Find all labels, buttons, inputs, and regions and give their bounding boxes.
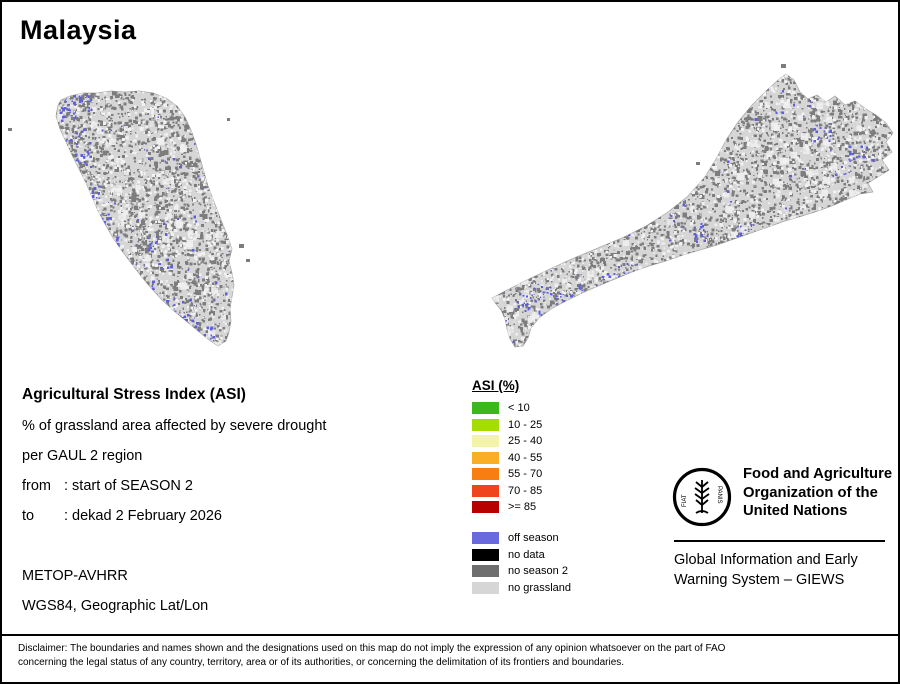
legend-label: no grassland bbox=[508, 581, 571, 594]
legend-row: no grassland bbox=[472, 581, 571, 594]
legend-color-swatch bbox=[472, 402, 499, 414]
legend-row: no season 2 bbox=[472, 565, 571, 577]
legend-row: no data bbox=[472, 548, 571, 561]
period-from-row: from : start of SEASON 2 bbox=[22, 478, 193, 494]
legend-color-swatch bbox=[472, 565, 499, 577]
legend: ASI (%) < 10 10 - 25 25 - 40 40 - 55 55 - 70… bbox=[472, 378, 571, 598]
giews-line: Warning System – GIEWS bbox=[674, 572, 845, 588]
legend-label: < 10 bbox=[508, 402, 530, 414]
legend-label: off season bbox=[508, 532, 559, 544]
to-value: : dekad 2 February 2026 bbox=[64, 508, 222, 524]
legend-color-swatch bbox=[472, 532, 499, 544]
giews-name: Global Information and Early Warning Sys… bbox=[674, 550, 858, 590]
legend-color-swatch bbox=[472, 501, 499, 513]
legend-label: 25 - 40 bbox=[508, 435, 543, 447]
legend-row: 10 - 25 bbox=[472, 418, 571, 431]
legend-color-swatch bbox=[472, 468, 499, 480]
legend-label: no season 2 bbox=[508, 565, 568, 577]
legend-label: 10 - 25 bbox=[508, 418, 543, 431]
fao-org-line: Organization of the bbox=[743, 484, 878, 501]
giews-line: Global Information and Early bbox=[674, 552, 858, 568]
legend-row: >= 85 bbox=[472, 501, 571, 513]
asi-description-line1: % of grassland area affected by severe d… bbox=[22, 418, 327, 434]
small-islands bbox=[8, 64, 786, 262]
legend-asi-classes: < 10 10 - 25 25 - 40 40 - 55 55 - 70 70 - 85 >… bbox=[472, 402, 571, 513]
legend-row: 25 - 40 bbox=[472, 435, 571, 447]
fao-logo: FIAT PANIS bbox=[672, 467, 732, 527]
legend-row: < 10 bbox=[472, 402, 571, 414]
legend-other-classes: off season no data no season 2 no grassland bbox=[472, 532, 571, 594]
period-to-row: to : dekad 2 February 2026 bbox=[22, 508, 222, 524]
legend-color-swatch bbox=[472, 484, 499, 497]
disclaimer: Disclaimer: The boundaries and names sho… bbox=[2, 634, 898, 682]
to-label: to bbox=[22, 508, 35, 524]
legend-color-swatch bbox=[472, 435, 499, 447]
legend-label: 70 - 85 bbox=[508, 484, 543, 497]
fao-motto-left: FIAT bbox=[682, 494, 688, 507]
fao-org-name: Food and Agriculture Organization of the… bbox=[743, 465, 892, 521]
from-label: from bbox=[22, 478, 51, 494]
legend-color-swatch bbox=[472, 418, 499, 431]
legend-label: >= 85 bbox=[508, 501, 537, 513]
disclaimer-line: Disclaimer: The boundaries and names sho… bbox=[18, 643, 726, 654]
legend-label: 40 - 55 bbox=[508, 451, 543, 464]
fao-motto-right: PANIS bbox=[716, 486, 722, 504]
from-value: : start of SEASON 2 bbox=[64, 478, 193, 494]
wheat-ear-icon bbox=[694, 480, 710, 514]
legend-row: 70 - 85 bbox=[472, 484, 571, 497]
page-title: Malaysia bbox=[20, 15, 137, 45]
disclaimer-line: concerning the legal status of any count… bbox=[18, 657, 625, 668]
legend-color-swatch bbox=[472, 581, 499, 594]
legend-title: ASI (%) bbox=[472, 378, 520, 393]
legend-color-swatch bbox=[472, 451, 499, 464]
fao-org-line: United Nations bbox=[743, 503, 848, 519]
legend-row: 55 - 70 bbox=[472, 468, 571, 480]
fao-divider bbox=[674, 540, 885, 542]
projection-line: WGS84, Geographic Lat/Lon bbox=[22, 598, 209, 614]
asi-description-line2: per GAUL 2 region bbox=[22, 448, 143, 464]
legend-row: 40 - 55 bbox=[472, 451, 571, 464]
legend-label: no data bbox=[508, 548, 545, 561]
sensor-line: METOP-AVHRR bbox=[22, 568, 128, 584]
fao-org-line: Food and Agriculture bbox=[743, 466, 893, 482]
asi-heading: Agricultural Stress Index (ASI) bbox=[22, 386, 246, 403]
legend-label: 55 - 70 bbox=[508, 468, 543, 480]
legend-row: off season bbox=[472, 532, 571, 544]
legend-color-swatch bbox=[472, 548, 499, 561]
